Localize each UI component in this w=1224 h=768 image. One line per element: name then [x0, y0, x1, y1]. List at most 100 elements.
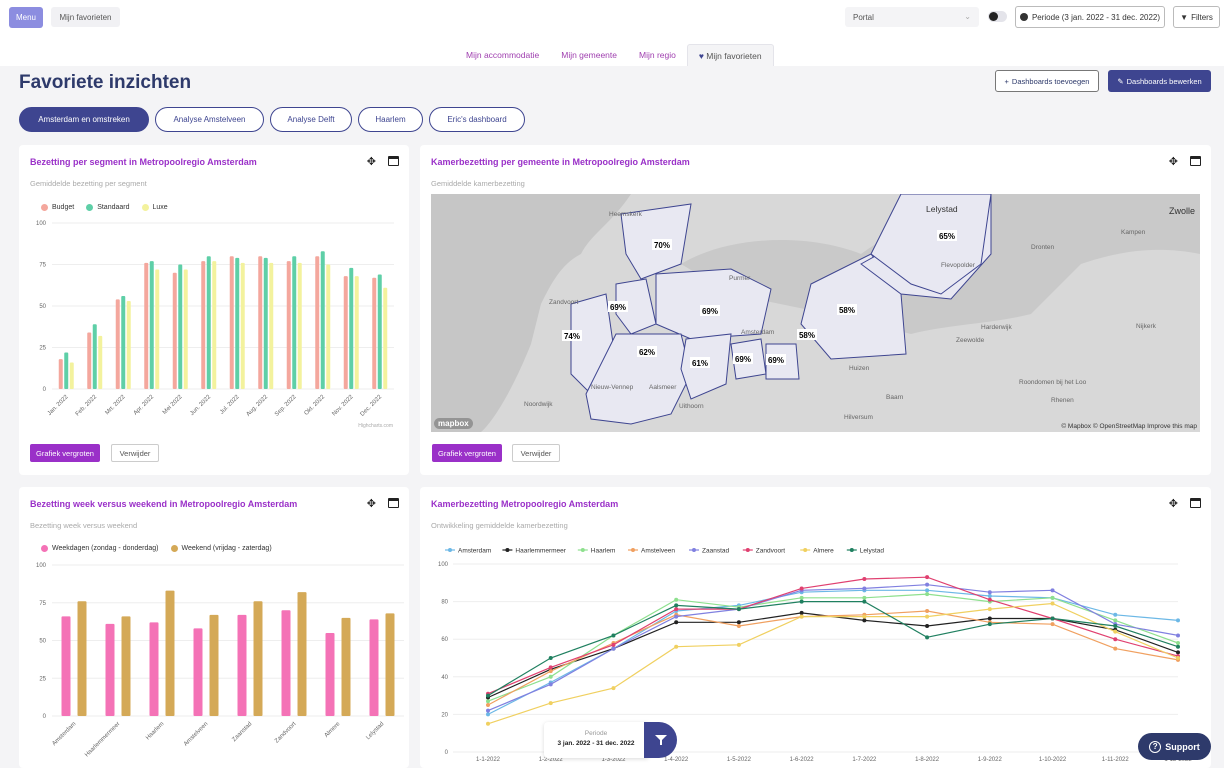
bar[interactable] — [237, 614, 247, 716]
bar[interactable] — [64, 352, 69, 389]
series-line[interactable] — [487, 601, 1179, 697]
data-point[interactable] — [1113, 637, 1118, 642]
bar[interactable] — [201, 261, 206, 389]
legend-item[interactable]: Budget — [41, 204, 74, 211]
data-point[interactable] — [799, 614, 804, 619]
bar[interactable] — [155, 269, 160, 389]
bar[interactable] — [77, 601, 87, 716]
bar[interactable] — [121, 296, 126, 389]
data-point[interactable] — [925, 614, 930, 619]
data-point[interactable] — [862, 599, 867, 604]
data-point[interactable] — [862, 618, 867, 623]
data-point[interactable] — [486, 712, 490, 717]
data-point[interactable] — [674, 644, 679, 649]
data-point[interactable] — [611, 686, 616, 691]
data-point[interactable] — [799, 595, 804, 600]
data-point[interactable] — [925, 635, 930, 640]
bar[interactable] — [126, 301, 131, 389]
series-line[interactable] — [487, 593, 1179, 702]
pill-analyse-amstelveen[interactable]: Analyse Amstelveen — [155, 107, 264, 132]
map-region[interactable] — [585, 333, 692, 425]
data-point[interactable] — [674, 614, 679, 619]
bar[interactable] — [354, 276, 359, 389]
data-point[interactable] — [1176, 644, 1180, 649]
bar[interactable] — [212, 261, 217, 389]
data-point[interactable] — [674, 607, 679, 612]
data-point[interactable] — [548, 701, 553, 706]
map-region[interactable] — [655, 268, 772, 340]
series-line[interactable] — [487, 602, 1179, 725]
data-point[interactable] — [736, 620, 741, 625]
data-point[interactable] — [925, 624, 930, 629]
data-point[interactable] — [1113, 629, 1118, 634]
data-point[interactable] — [736, 642, 741, 647]
data-point[interactable] — [1176, 640, 1180, 645]
choropleth-map[interactable]: 70% 65% 69% 69% 58% 74% 62% 58% 61% 69% … — [431, 194, 1200, 432]
tab-mijn-gemeente[interactable]: Mijn gemeente — [561, 50, 617, 60]
data-point[interactable] — [862, 595, 867, 600]
data-point[interactable] — [1113, 618, 1118, 623]
bar[interactable] — [58, 359, 63, 389]
data-point[interactable] — [1113, 624, 1118, 629]
filters-button[interactable]: ▼ Filters — [1173, 6, 1220, 28]
data-point[interactable] — [925, 592, 930, 597]
data-point[interactable] — [611, 646, 616, 651]
data-point[interactable] — [799, 599, 804, 604]
data-point[interactable] — [736, 607, 741, 612]
edit-dashboards-button[interactable]: ✎ Dashboards bewerken — [1108, 70, 1211, 92]
bar[interactable] — [253, 601, 263, 716]
remove-chart-button[interactable]: Verwijder — [512, 444, 560, 462]
tab-mijn-favorieten[interactable]: ♥ Mijn favorieten — [686, 44, 774, 66]
data-point[interactable] — [1176, 656, 1180, 660]
data-point[interactable] — [799, 610, 804, 615]
data-point[interactable] — [611, 633, 616, 638]
period-floating-panel[interactable]: Periode 3 jan. 2022 - 31 dec. 2022 — [544, 722, 648, 758]
bar[interactable] — [297, 592, 307, 716]
favorites-button[interactable]: Mijn favorieten — [51, 7, 120, 27]
dark-mode-toggle[interactable] — [988, 11, 1007, 22]
bar[interactable] — [206, 256, 211, 389]
bar[interactable] — [240, 262, 245, 389]
data-point[interactable] — [486, 693, 490, 698]
data-point[interactable] — [1050, 622, 1055, 627]
bar[interactable] — [292, 256, 297, 389]
data-point[interactable] — [987, 590, 992, 595]
data-point[interactable] — [1050, 588, 1055, 593]
bar[interactable] — [263, 257, 268, 389]
bar[interactable] — [121, 616, 131, 716]
legend-item[interactable]: Lelystad — [846, 548, 885, 555]
data-point[interactable] — [486, 708, 490, 713]
legend-item[interactable]: Amsterdam — [445, 548, 491, 555]
legend-item[interactable]: Zaanstad — [689, 548, 729, 555]
menu-button[interactable]: Menu — [9, 7, 43, 28]
data-point[interactable] — [987, 616, 992, 621]
data-point[interactable] — [799, 586, 804, 591]
data-point[interactable] — [1050, 595, 1055, 600]
enlarge-chart-button[interactable]: Grafiek vergroten — [30, 444, 100, 462]
pill-haarlem[interactable]: Haarlem — [358, 107, 423, 132]
map-region[interactable] — [870, 194, 992, 295]
bar[interactable] — [315, 256, 320, 389]
data-point[interactable] — [862, 577, 867, 582]
bar[interactable] — [341, 617, 351, 716]
legend-item[interactable]: Amstelveen — [628, 548, 675, 555]
tab-mijn-regio[interactable]: Mijn regio — [639, 50, 676, 60]
data-point[interactable] — [925, 609, 930, 613]
bar[interactable] — [377, 274, 382, 389]
legend-item[interactable]: Standaard — [86, 204, 130, 211]
data-point[interactable] — [1176, 618, 1180, 623]
add-dashboards-button[interactable]: + Dashboards toevoegen — [995, 70, 1099, 92]
data-point[interactable] — [674, 620, 679, 625]
data-point[interactable] — [987, 622, 992, 627]
bar[interactable] — [172, 272, 177, 389]
bar[interactable] — [269, 262, 274, 389]
mapbox-logo[interactable]: mapbox — [434, 418, 473, 429]
data-point[interactable] — [548, 665, 553, 670]
bar[interactable] — [87, 332, 92, 389]
legend-item[interactable]: Almere — [800, 548, 834, 555]
data-point[interactable] — [486, 721, 490, 726]
bar[interactable] — [209, 614, 219, 716]
data-point[interactable] — [862, 614, 867, 619]
maximize-icon[interactable] — [1190, 156, 1201, 166]
bar[interactable] — [326, 264, 331, 390]
